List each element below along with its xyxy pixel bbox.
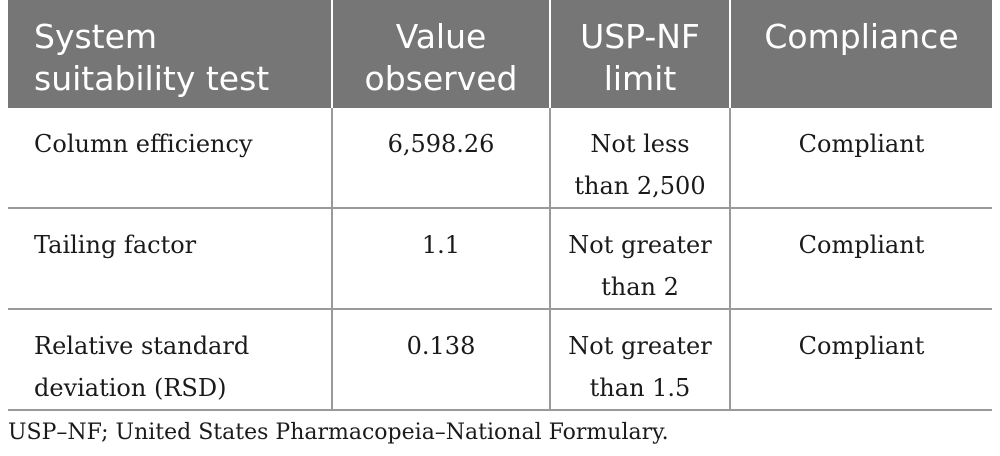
header-line: suitability test [34,59,270,98]
cell-line: Tailing factor [34,231,197,259]
cell-value: 0.138 [331,309,550,410]
cell-line: Column efficiency [34,130,253,158]
cell-line: Not greater [568,332,712,360]
cell-line: than 2 [601,273,679,301]
header-system-suitability-test: System suitability test [8,0,332,108]
cell-value: 1.1 [331,208,550,309]
cell-limit: Not less than 2,500 [549,108,730,208]
cell-test: Column efficiency [8,108,332,208]
cell-limit: Not greater than 2 [549,208,730,309]
cell-compliance: Compliant [729,309,992,410]
system-suitability-table-container: System suitability test Value observed U… [8,0,992,411]
cell-line: deviation (RSD) [34,374,227,402]
header-line: observed [364,59,518,98]
table-row: Tailing factor 1.1 Not greater than 2 Co… [8,208,992,309]
table-row: Column efficiency 6,598.26 Not less than… [8,108,992,208]
header-usp-nf-limit: USP-NF limit [549,0,730,108]
cell-line: Not less [590,130,690,158]
table-header-row: System suitability test Value observed U… [8,0,992,108]
table-footnote: USP–NF; United States Pharmacopeia–Natio… [8,420,669,445]
header-line: Value [395,17,487,56]
header-line: Compliance [764,17,959,56]
cell-line: than 1.5 [589,374,691,402]
header-line: USP-NF [580,17,700,56]
header-value-observed: Value observed [331,0,550,108]
cell-line: Relative standard [34,332,250,360]
system-suitability-table: System suitability test Value observed U… [8,0,992,411]
cell-line: than 2,500 [574,172,706,200]
cell-test: Tailing factor [8,208,332,309]
header-line: limit [603,59,677,98]
cell-limit: Not greater than 1.5 [549,309,730,410]
table-row: Relative standard deviation (RSD) 0.138 … [8,309,992,410]
header-line: System [34,17,158,56]
cell-line: Not greater [568,231,712,259]
cell-compliance: Compliant [729,108,992,208]
cell-compliance: Compliant [729,208,992,309]
cell-value: 6,598.26 [331,108,550,208]
header-compliance: Compliance [729,0,992,108]
cell-test: Relative standard deviation (RSD) [8,309,332,410]
